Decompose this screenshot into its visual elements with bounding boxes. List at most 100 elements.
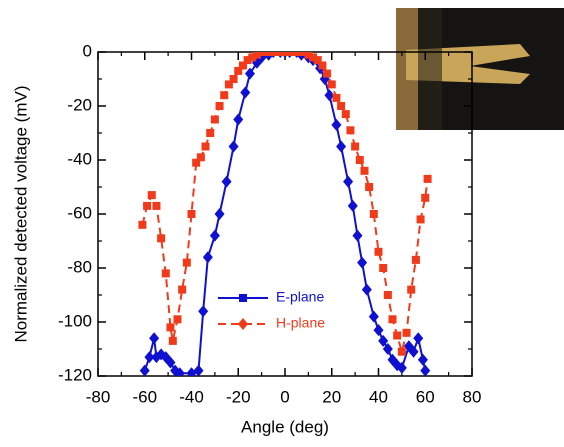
- point: [166, 323, 175, 332]
- legend-marker: [238, 318, 248, 330]
- point: [281, 52, 289, 56]
- point: [420, 364, 431, 376]
- point: [165, 356, 176, 369]
- point: [318, 61, 327, 70]
- point: [352, 229, 363, 242]
- legend-label: E-plane: [276, 289, 324, 305]
- point: [201, 142, 210, 151]
- x-tick-label: -40: [179, 387, 204, 406]
- point: [365, 183, 374, 191]
- point: [313, 56, 322, 65]
- point: [343, 175, 354, 188]
- point: [417, 353, 428, 366]
- x-tick-label: 80: [463, 387, 482, 406]
- point: [423, 174, 432, 183]
- point: [309, 53, 318, 62]
- point: [357, 256, 368, 269]
- point: [202, 251, 213, 264]
- point: [244, 67, 255, 80]
- y-tick-label: -80: [67, 257, 92, 276]
- point: [378, 334, 389, 347]
- point: [182, 258, 191, 267]
- series-line: [141, 52, 429, 356]
- point: [262, 52, 271, 56]
- point: [285, 52, 294, 56]
- point: [186, 367, 197, 376]
- point: [346, 126, 355, 135]
- point: [369, 210, 378, 218]
- x-tick-label: -20: [226, 387, 251, 406]
- point: [228, 140, 239, 153]
- point: [388, 315, 397, 324]
- point: [324, 89, 335, 102]
- point: [196, 153, 205, 162]
- point: [187, 210, 196, 218]
- point: [331, 118, 342, 131]
- y-axis-label: Normalized detected voltage (mV): [11, 85, 30, 342]
- point: [257, 52, 266, 56]
- legend-label: H-plane: [276, 315, 325, 331]
- point: [144, 351, 155, 364]
- point: [402, 328, 411, 337]
- point: [290, 52, 299, 56]
- x-tick-label: 20: [322, 387, 341, 406]
- point: [382, 343, 393, 355]
- point: [396, 361, 407, 374]
- point: [209, 229, 220, 242]
- point: [238, 61, 247, 70]
- y-tick-label: -40: [67, 149, 92, 168]
- point: [192, 158, 201, 167]
- point: [174, 367, 185, 376]
- legend-marker: [239, 294, 247, 302]
- point: [397, 347, 406, 356]
- point: [408, 345, 419, 358]
- point: [421, 193, 430, 202]
- point: [295, 52, 304, 56]
- point: [178, 285, 187, 294]
- photo: [396, 8, 564, 130]
- y-tick-label: -20: [67, 95, 92, 114]
- point: [304, 52, 313, 59]
- point: [161, 269, 170, 278]
- point: [138, 220, 147, 229]
- point: [355, 156, 364, 164]
- point: [360, 166, 369, 175]
- x-tick-label: -60: [132, 387, 157, 406]
- point: [271, 52, 280, 56]
- point: [214, 208, 225, 220]
- point: [248, 53, 257, 62]
- point: [233, 113, 244, 126]
- point: [351, 142, 360, 151]
- point: [374, 247, 383, 256]
- point: [411, 255, 420, 264]
- x-tick-label: 40: [369, 387, 388, 406]
- y-tick-label: -100: [58, 311, 92, 330]
- y-tick-label: -120: [58, 365, 92, 384]
- x-tick-label: -80: [86, 387, 111, 406]
- point: [221, 175, 232, 188]
- point: [407, 285, 416, 294]
- point: [168, 336, 177, 345]
- point: [341, 110, 350, 119]
- plot-area: [138, 52, 432, 376]
- point: [323, 69, 332, 78]
- y-tick-label: -60: [67, 203, 92, 222]
- point: [379, 264, 388, 272]
- point: [347, 199, 358, 212]
- point: [149, 332, 160, 345]
- point: [393, 331, 402, 340]
- point: [373, 324, 384, 337]
- point: [147, 191, 156, 200]
- y-tick-label: 0: [83, 41, 92, 60]
- point: [152, 201, 161, 210]
- point: [243, 56, 252, 65]
- point: [332, 93, 341, 102]
- point: [229, 75, 238, 83]
- x-tick-label: 60: [416, 387, 435, 406]
- point: [361, 283, 372, 296]
- x-tick-label: 0: [280, 387, 289, 406]
- point: [139, 364, 150, 376]
- point: [413, 332, 424, 345]
- point: [368, 310, 379, 323]
- point: [193, 364, 204, 376]
